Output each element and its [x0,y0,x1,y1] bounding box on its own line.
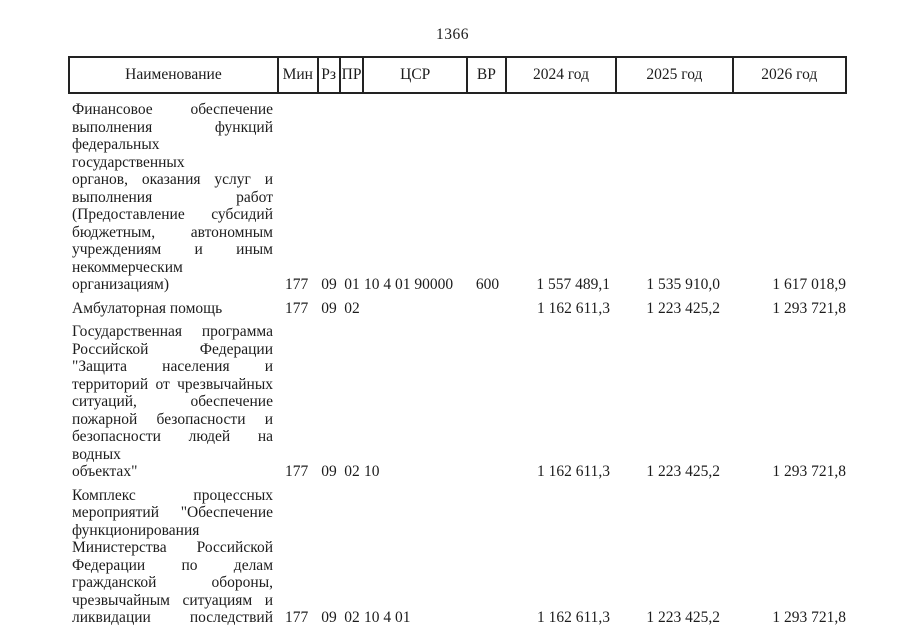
name-line: "Защита населения и [72,358,273,375]
name-line: Федерации по делам [72,556,273,574]
name-line: организациям) [72,276,170,293]
cell-min: 177 [285,276,309,293]
row-name: Комплекс процессных мероприятий "Обеспече… [68,487,278,627]
column-header-rz: Рз [319,58,341,92]
name-line: территорий от чрезвычайных [72,375,273,393]
cell-rz: 09 [321,276,337,293]
column-header-y2024: 2024 год [507,58,618,92]
cell-min: 177 [285,609,309,626]
column-header-y2026: 2026 год [761,66,818,83]
name-line: чрезвычайным ситуациям и [72,591,273,609]
budget-table: Наименование Мин Рз ПР ЦСР ВР 2024 год 2025 год… [68,56,847,633]
table-row: Финансовое обеспечение выполнения функций… [68,101,847,294]
cell-y2025: 1 535 910,0 [646,276,720,293]
table-row: Амбулаторная помощь 177 09 02 1 162 611,3 1 2… [68,300,847,318]
name-line: выполнения функций [72,118,273,136]
cell-y2026: 1 293 721,8 [772,609,846,626]
name-line: Финансовое обеспечение [72,101,273,118]
name-line: (Предоставление субсидий [72,206,273,223]
cell-y2025: 1 223 425,2 [646,299,720,317]
name-line: Комплекс процессных [72,486,273,504]
name-line: объектах" [72,463,138,480]
cell-y2024: 1 162 611,3 [536,609,610,626]
name-line: Российской Федерации [72,340,273,358]
cell-y2025: 1 223 425,2 [646,609,720,626]
cell-pr: 02 [344,299,360,317]
column-header-csr: ЦСР [364,58,468,92]
column-header-name: Наименование [70,58,279,92]
cell-y2025: 1 223 425,2 [646,463,720,480]
column-header-pr: ПР [341,58,365,92]
name-line: Государственная программа [72,323,273,340]
cell-csr: 10 [364,463,380,480]
name-line: гражданской обороны, [72,574,273,591]
page-number: 1366 [436,26,469,43]
table-row: Государственная программа Российской Феде… [68,323,847,481]
cell-min: 177 [285,299,309,317]
cell-y2026: 1 293 721,8 [772,463,846,480]
name-line: некоммерческим [72,258,183,276]
column-header-vr: ВР [468,58,507,92]
name-line: мероприятий "Обеспечение [72,504,273,521]
cell-y2026: 1 617 018,9 [772,276,846,293]
column-header-y2025: 2025 год [617,58,734,92]
cell-y2024: 1 557 489,1 [536,276,610,293]
cell-rz: 09 [321,463,337,480]
name-line: Амбулаторная помощь [72,299,223,317]
name-line: органов, оказания услуг и [72,171,273,188]
name-line: федеральных государственных [72,136,185,171]
cell-y2026: 1 293 721,8 [772,299,846,317]
row-name: Амбулаторная помощь [68,300,278,318]
cell-pr: 02 [344,463,360,480]
cell-y2024: 1 162 611,3 [536,299,610,317]
name-line: функционирования [72,521,200,539]
name-line: бюджетным, автономным [72,223,273,241]
cell-rz: 09 [321,299,337,317]
name-line: ситуаций, обеспечение [72,393,273,410]
cell-pr: 02 [344,609,360,626]
name-line: Министерства Российской [72,539,273,556]
cell-rz: 09 [321,609,337,626]
cell-y2024: 1 162 611,3 [536,463,610,480]
name-line: безопасности людей на водных [72,428,273,463]
cell-csr: 10 4 01 90000 [364,276,454,293]
table-header-row: Наименование Мин Рз ПР ЦСР ВР 2024 год 2025 год… [68,56,847,94]
table-body: Финансовое обеспечение выполнения функций… [68,101,847,627]
row-name: Финансовое обеспечение выполнения функций… [68,101,278,294]
name-line: выполнения работ [72,188,273,206]
cell-pr: 01 [344,276,360,293]
cell-csr: 10 4 01 [364,609,411,626]
name-line: пожарной безопасности и [72,410,273,428]
table-row: Комплекс процессных мероприятий "Обеспече… [68,487,847,627]
cell-vr: 600 [475,276,500,293]
column-header-min: Мин [279,58,319,92]
row-name: Государственная программа Российской Феде… [68,323,278,481]
name-line: учреждениям и иным [72,241,273,258]
name-line: ликвидации последствий [72,609,273,626]
cell-min: 177 [285,463,309,480]
